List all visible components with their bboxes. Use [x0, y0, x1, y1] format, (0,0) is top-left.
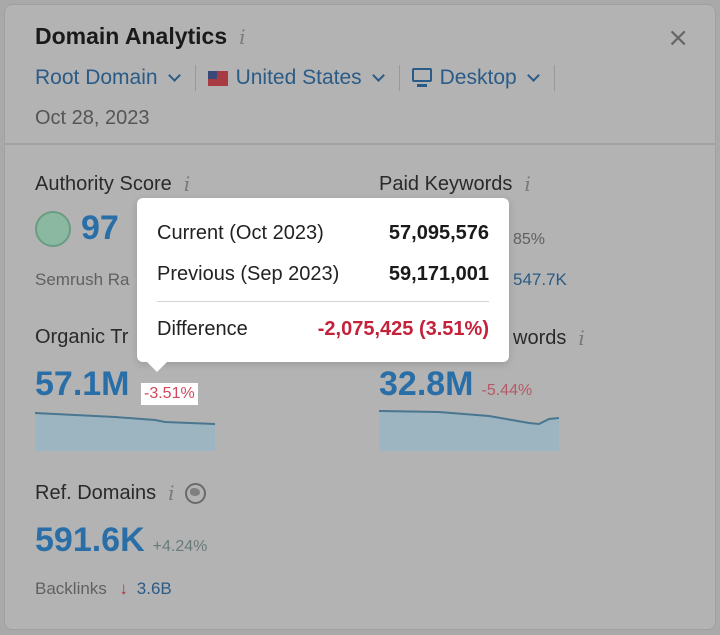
filters-bar: Root Domain United States Desktop — [35, 65, 567, 91]
info-icon[interactable]: i — [578, 326, 585, 350]
info-icon[interactable]: i — [183, 172, 191, 196]
divider — [398, 65, 400, 91]
root-domain-label: Root Domain — [35, 66, 158, 89]
chevron-down-icon — [167, 69, 181, 82]
tooltip-row-previous: Previous (Sep 2023) 59,171,001 — [157, 263, 489, 286]
authority-score-text: Authority Score — [35, 172, 172, 195]
ref-domains-number: 591.6K — [35, 521, 145, 559]
tooltip-row-current: Current (Oct 2023) 57,095,576 — [157, 222, 489, 245]
backlinks-label: Backlinks — [35, 579, 107, 598]
authority-score-label: Authority Score i — [35, 172, 190, 196]
us-flag-icon — [207, 70, 228, 86]
score-circle-icon — [35, 210, 71, 247]
semrush-rank-label: Semrush Ra — [35, 270, 130, 289]
organic-keywords-number: 32.8M — [379, 365, 474, 403]
device-dropdown[interactable]: Desktop — [411, 66, 540, 90]
paid-keywords-sub-value[interactable]: 547.7K — [513, 270, 567, 289]
tooltip-label: Previous (Sep 2023) — [157, 263, 340, 285]
authority-score-value[interactable]: 97 — [35, 209, 119, 248]
backlinks-value[interactable]: 3.6B — [136, 579, 172, 598]
organic-traffic-number: 57.1M — [35, 365, 130, 403]
device-label: Desktop — [439, 66, 517, 89]
paid-keywords-text: Paid Keywords — [379, 172, 513, 195]
tooltip-label: Difference — [157, 318, 248, 340]
organic-traffic-sparkline — [35, 412, 215, 451]
backlinks-row: Backlinks ↓ 3.6B — [35, 579, 172, 599]
panel-header: Domain Analytics i × Root Domain United … — [5, 5, 715, 145]
tooltip-value: 57,095,576 — [388, 222, 489, 244]
organic-keywords-value[interactable]: 32.8M -5.44% — [379, 365, 532, 404]
tooltip-row-difference: Difference -2,075,425 (3.51%) — [157, 318, 489, 341]
ref-domains-value[interactable]: 591.6K +4.24% — [35, 521, 207, 560]
root-domain-dropdown[interactable]: Root Domain — [35, 66, 181, 90]
organic-keywords-label: words i — [513, 326, 585, 350]
chevron-down-icon — [371, 69, 385, 82]
divider — [553, 65, 555, 91]
ref-domains-label: Ref. Domains i — [35, 481, 206, 505]
arrow-down-icon: ↓ — [119, 579, 129, 598]
ref-domains-text: Ref. Domains — [35, 481, 157, 504]
chevron-down-icon — [526, 69, 540, 82]
tooltip-difference-value: -2,075,425 (3.51%) — [317, 318, 489, 340]
info-icon[interactable]: i — [168, 481, 175, 505]
traffic-tooltip: Current (Oct 2023) 57,095,576 Previous (… — [137, 198, 509, 372]
paid-keywords-delta: 85% — [513, 231, 546, 248]
close-button[interactable]: × — [667, 23, 689, 53]
organic-traffic-value[interactable]: 57.1M — [35, 365, 130, 404]
monitor-icon — [411, 68, 432, 88]
organic-keywords-delta: -5.44% — [481, 382, 533, 399]
ref-domains-delta: +4.24% — [152, 538, 208, 555]
organic-traffic-label: Organic Tr — [35, 326, 129, 348]
info-icon[interactable]: i — [239, 24, 246, 49]
tooltip-label: Current (Oct 2023) — [157, 222, 324, 244]
paid-keywords-label: Paid Keywords i — [379, 172, 531, 196]
divider — [194, 65, 196, 91]
country-dropdown[interactable]: United States — [207, 66, 385, 90]
tooltip-divider — [157, 301, 489, 302]
globe-icon[interactable] — [184, 482, 206, 504]
authority-score-number: 97 — [81, 209, 119, 247]
domain-analytics-panel: Domain Analytics i × Root Domain United … — [4, 4, 716, 630]
country-label: United States — [235, 66, 362, 89]
panel-title: Domain Analytics i — [35, 23, 246, 50]
tooltip-value: 59,171,001 — [388, 263, 489, 285]
report-date: Oct 28, 2023 — [35, 107, 150, 129]
info-icon[interactable]: i — [524, 172, 531, 196]
title-text: Domain Analytics — [35, 23, 228, 49]
organic-keywords-sparkline — [379, 410, 559, 451]
organic-keywords-text: words — [513, 326, 567, 349]
organic-traffic-delta[interactable]: -3.51% — [141, 383, 198, 405]
